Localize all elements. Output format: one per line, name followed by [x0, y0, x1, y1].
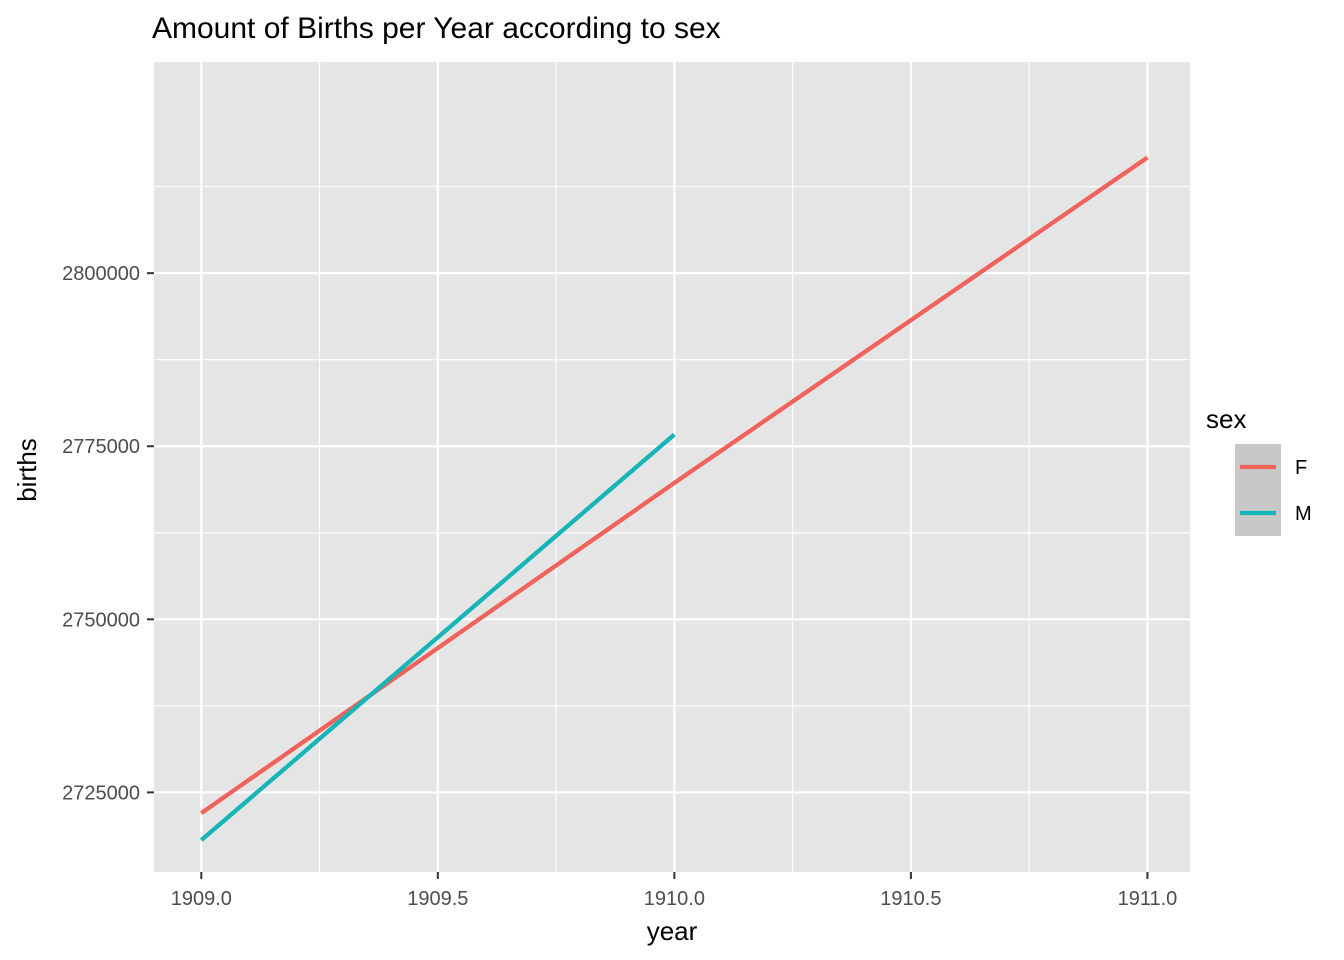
series-line-M: [199, 432, 676, 842]
minor-grid-y: [154, 186, 1190, 707]
y-tick-label: 2800000: [62, 263, 140, 285]
legend-label-F: F: [1295, 457, 1307, 479]
x-tick-label: 1909.0: [171, 888, 232, 910]
y-axis: 2725000 2750000 2775000 2800000: [62, 263, 154, 804]
y-tick-label: 2725000: [62, 782, 140, 804]
series-layer: [199, 155, 1149, 842]
x-axis: 1909.0 1909.5 1910.0 1910.5 1911.0: [171, 872, 1178, 910]
x-tick-label: 1910.0: [644, 888, 705, 910]
legend: sex FM: [1206, 404, 1312, 536]
y-tick-label: 2750000: [62, 609, 140, 631]
major-grid-y: [154, 272, 1190, 794]
x-tick-label: 1911.0: [1118, 888, 1178, 910]
y-tick-label: 2775000: [62, 436, 140, 458]
x-tick-label: 1910.5: [880, 888, 941, 910]
x-tick-label: 1909.5: [407, 888, 468, 910]
plot-panel: [154, 62, 1190, 872]
legend-title: sex: [1206, 404, 1246, 434]
legend-entries: FM: [1235, 444, 1312, 536]
legend-label-M: M: [1295, 503, 1312, 525]
chart-title: Amount of Births per Year according to s…: [152, 12, 721, 45]
x-axis-title: year: [647, 916, 698, 946]
major-grid-x: [200, 62, 1149, 872]
y-axis-title: births: [12, 438, 42, 502]
